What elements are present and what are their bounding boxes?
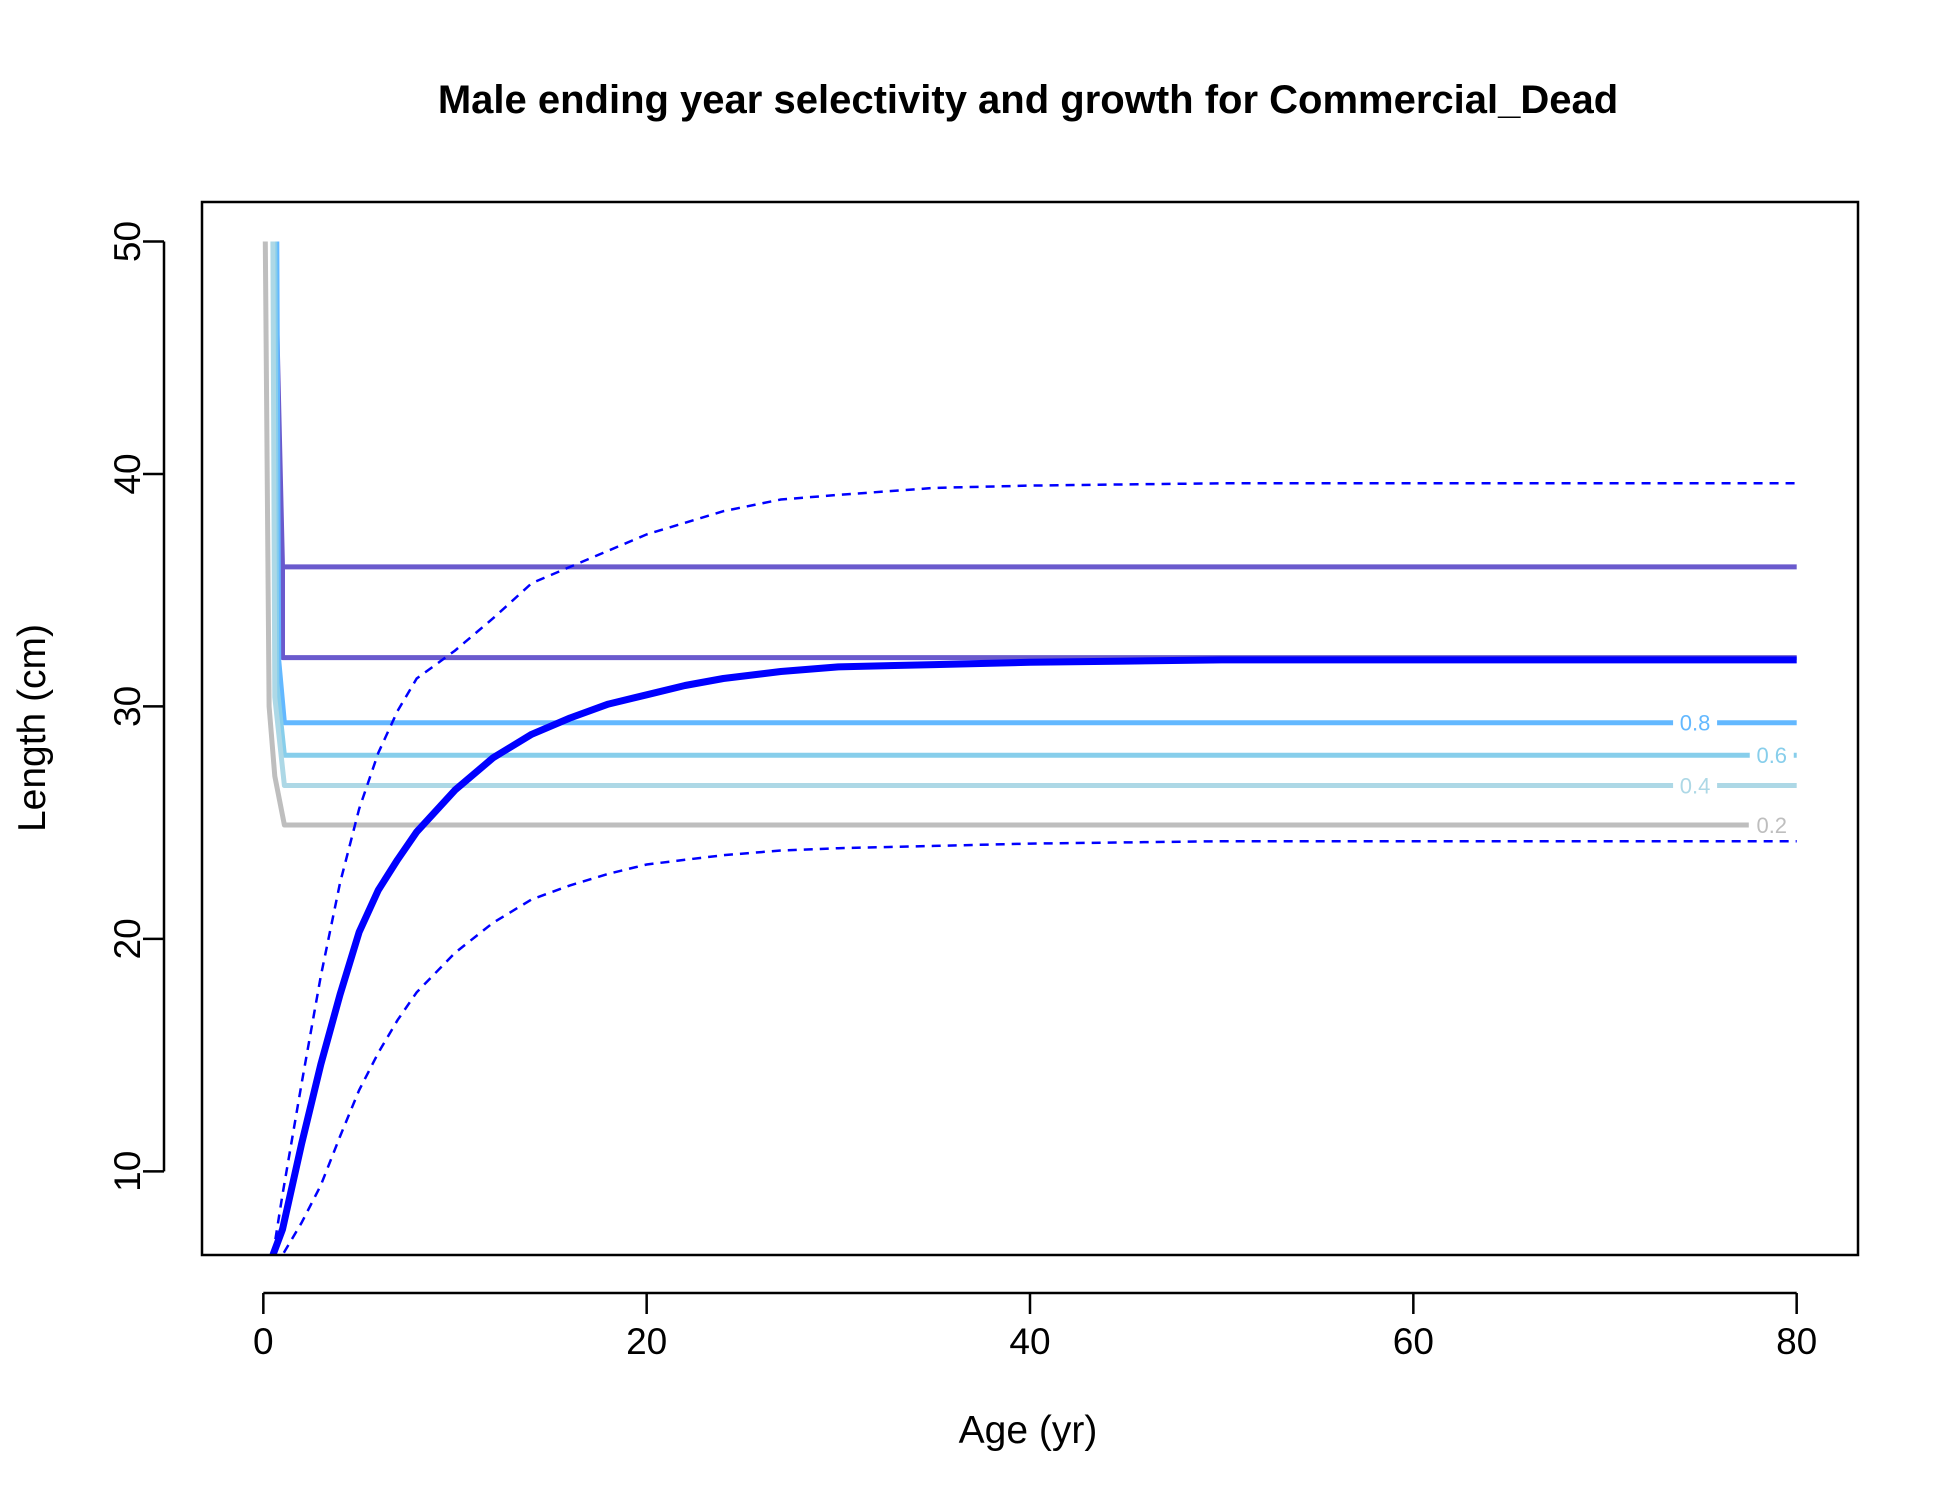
plot-area: 0.8 0.6 0.4 0.2 [200,200,1860,1257]
y-axis: 10 20 30 40 50 [107,221,166,1192]
y-tick-label: 20 [107,918,148,959]
contour-line-0.6 [272,241,1797,758]
x-axis-label: Age (yr) [959,1409,1098,1452]
x-tick-label: 40 [1009,1321,1050,1362]
contour-line-1 [272,241,1797,661]
contour-label-bg [1749,810,1794,839]
growth-lower-interval [280,839,1797,1255]
contour-label-bg [1673,708,1718,737]
selectivity-contours [262,241,1797,828]
y-tick-label: 10 [107,1151,148,1192]
growth-curves [269,482,1797,1255]
x-axis: 0 20 40 60 80 [253,1291,1817,1362]
contour-label-0.8: 0.8 [1680,711,1711,736]
contour-line-0.4 [270,241,1797,788]
y-tick-label: 40 [107,453,148,494]
contour-label-0.2: 0.2 [1756,813,1787,838]
contour-label-0.4: 0.4 [1680,773,1711,798]
contour-label-bg [1749,741,1794,770]
growth-upper-interval [271,482,1797,1255]
contour-label-bg [1673,771,1718,800]
x-tick-label: 20 [626,1321,667,1362]
x-tick-label: 0 [253,1321,274,1362]
chart-title: Male ending year selectivity and growth … [438,78,1618,122]
contour-label-0.6: 0.6 [1756,743,1787,768]
plot-frame [200,200,1860,1257]
y-tick-label: 30 [107,686,148,727]
x-tick-label: 60 [1393,1321,1434,1362]
y-tick-label: 50 [107,221,148,262]
contour-line-0.2 [262,241,1749,828]
y-axis-label: Length (cm) [11,624,54,832]
x-tick-label: 80 [1776,1321,1817,1362]
growth-mean-curve [269,656,1797,1255]
contour-labels: 0.8 0.6 0.4 0.2 [1673,708,1794,839]
